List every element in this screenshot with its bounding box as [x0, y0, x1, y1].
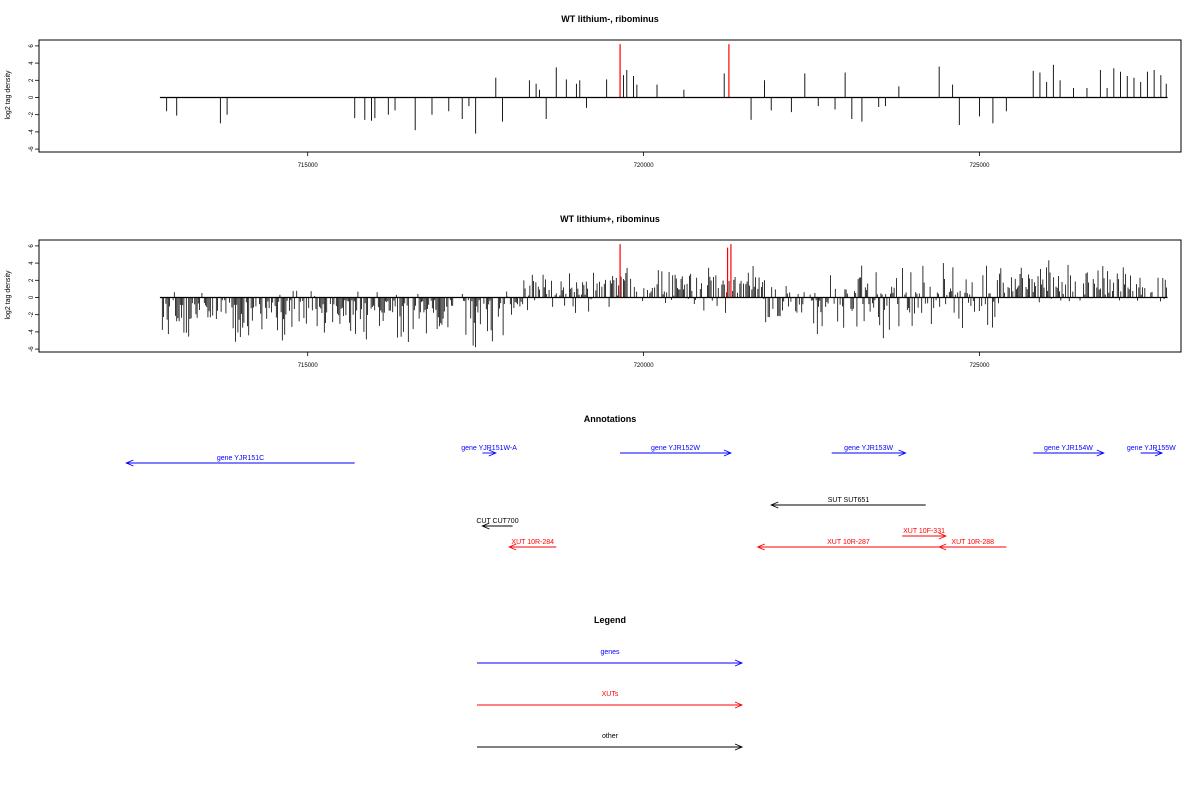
feature-label: XUT 10F-331 [903, 528, 945, 535]
y-tick-label: 2 [29, 278, 35, 282]
feature-label: gene YJR153W [844, 445, 893, 452]
feature-11: XUT 10R-288 [938, 539, 1007, 551]
arrowhead [734, 743, 744, 751]
legend-item-XUTs: XUTs [477, 691, 744, 709]
feature-4: gene YJR154W [1033, 445, 1105, 457]
x-tick-label: 720000 [634, 163, 655, 169]
feature-label: gene YJR151C [217, 455, 264, 462]
arrowhead [488, 449, 497, 457]
y-tick-label: -6 [29, 346, 35, 352]
y-axis-label: log2 tag density [5, 70, 12, 120]
panel-title: WT lithium-, ribominus [561, 14, 659, 24]
y-tick-label: 6 [29, 44, 35, 48]
feature-label: XUT 10R-284 [511, 539, 554, 546]
plot-frame [38, 39, 1182, 153]
bars [159, 44, 1168, 134]
arrowhead [125, 459, 134, 467]
y-tick-label: -2 [29, 311, 35, 317]
feature-5: gene YJR155W [1127, 445, 1176, 457]
arrowhead [481, 522, 490, 530]
feature-10: XUT 10R-287 [756, 539, 940, 551]
feature-label: gene YJR155W [1127, 445, 1176, 452]
y-tick-label: 0 [29, 95, 35, 99]
feature-label: gene YJR152W [651, 445, 700, 452]
y-tick-label: 4 [29, 261, 35, 265]
feature-9: XUT 10R-284 [508, 539, 557, 551]
y-tick-label: 2 [29, 78, 35, 82]
panel-lithium-plus: WT lithium+, ribominus log2 tag density … [5, 214, 1182, 369]
feature-2: gene YJR152W [620, 445, 733, 457]
feature-label: SUT SUT651 [828, 497, 870, 504]
arrowhead [723, 449, 733, 457]
plot-frame [38, 239, 1182, 353]
arrowhead [1154, 449, 1164, 457]
feature-6: SUT SUT651 [770, 497, 926, 509]
arrowhead [756, 543, 765, 551]
arrowhead [898, 449, 907, 457]
arrowhead [734, 701, 744, 709]
y-tick-label: 4 [29, 61, 35, 65]
feature-label: gene YJR151W-A [461, 445, 517, 452]
feature-label: CUT CUT700 [476, 518, 518, 525]
y-axis-label: log2 tag density [5, 270, 12, 320]
legend-item-other: other [477, 733, 744, 751]
panel-lithium-minus: WT lithium-, ribominus log2 tag density … [5, 14, 1182, 169]
legend-item-genes: genes [477, 649, 744, 667]
feature-0: gene YJR151C [125, 455, 355, 467]
x-tick-label: 715000 [298, 363, 319, 369]
legend-label: XUTs [602, 691, 619, 698]
x-tick-label: 720000 [634, 363, 655, 369]
legend-label: other [602, 733, 619, 740]
y-tick-label: -4 [29, 129, 35, 135]
arrowhead [770, 501, 779, 509]
y-tick-label: -2 [29, 111, 35, 117]
x-tick-label: 715000 [298, 163, 319, 169]
y-tick-label: -6 [29, 146, 35, 152]
axis-ticks: -6 -4 -2 0 2 4 6 715000 720000 725000 [29, 44, 990, 169]
feature-label: XUT 10R-287 [827, 539, 870, 546]
feature-label: XUT 10R-288 [951, 539, 994, 546]
legend-label: genes [600, 649, 620, 656]
feature-arrows: gene YJR151C gene YJR151W-A gene YJR152W ge… [125, 445, 1176, 551]
arrowhead [938, 532, 948, 540]
feature-1: gene YJR151W-A [461, 445, 517, 457]
arrowhead [508, 543, 517, 551]
arrowhead [734, 659, 744, 667]
y-tick-label: -4 [29, 329, 35, 335]
x-tick-label: 725000 [969, 163, 990, 169]
x-tick-label: 725000 [969, 363, 990, 369]
y-tick-label: 6 [29, 244, 35, 248]
legend-title: Legend [594, 615, 626, 625]
panel-title: WT lithium+, ribominus [560, 214, 660, 224]
bars [159, 244, 1168, 348]
arrowhead [1096, 449, 1105, 457]
annotations-title: Annotations [584, 414, 637, 424]
legend: Legend genes XUTs other [477, 615, 744, 751]
feature-7: CUT CUT700 [476, 518, 519, 530]
y-tick-label: 0 [29, 295, 35, 299]
feature-8: XUT 10F-331 [902, 528, 948, 540]
legend-items: genes XUTs other [477, 649, 744, 751]
axis-ticks: -6 -4 -2 0 2 4 6 715000 720000 725000 [29, 244, 990, 369]
arrowhead [938, 543, 947, 551]
feature-label: gene YJR154W [1044, 445, 1093, 452]
feature-3: gene YJR153W [831, 445, 907, 457]
